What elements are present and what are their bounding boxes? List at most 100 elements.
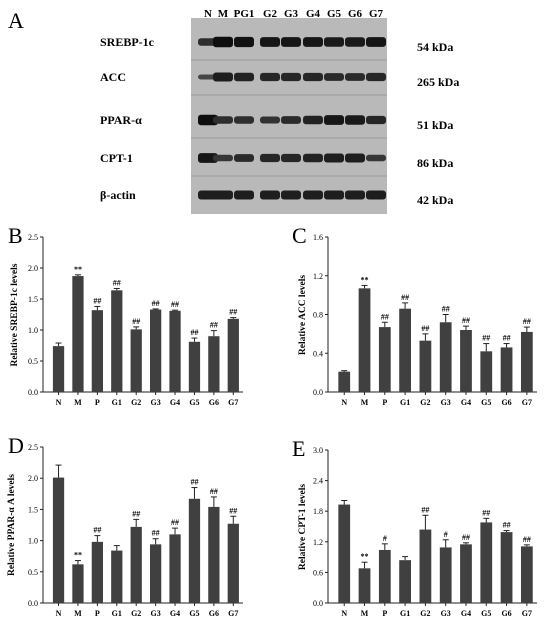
- bar: [378, 549, 391, 603]
- lane-label: M: [218, 8, 229, 20]
- y-tick-label: 1.6: [313, 233, 323, 242]
- bar: [460, 330, 472, 392]
- significance-label: **: [74, 551, 82, 560]
- blot-band: [345, 115, 365, 125]
- blot-band: [213, 72, 233, 82]
- panel-letter: E: [292, 436, 305, 461]
- x-tick-label: G6: [501, 609, 511, 617]
- x-tick-label: P: [95, 609, 100, 617]
- blot-band: [213, 116, 233, 124]
- bar: [500, 532, 513, 603]
- significance-label: ##: [210, 321, 218, 330]
- bar: [358, 288, 371, 392]
- significance-label: ##: [503, 521, 511, 530]
- x-tick-label: M: [361, 609, 369, 617]
- bar: [227, 318, 239, 392]
- blot-band: [281, 190, 301, 200]
- western-blot-panel: A N M PG1 G2 G3 G4 G5 G6 G7 SREBP-1c 54 kDa ACC 265…: [8, 8, 459, 214]
- significance-label: ##: [190, 328, 198, 337]
- significance-label: ##: [190, 478, 198, 487]
- bar: [500, 347, 513, 392]
- x-tick-label: G2: [131, 398, 141, 407]
- x-tick-label: G6: [501, 398, 511, 407]
- bar: [149, 544, 162, 603]
- blot-band: [213, 190, 233, 200]
- panel-letter: C: [292, 223, 307, 248]
- x-tick-label: G7: [522, 609, 532, 617]
- blot-row: ACC 265 kDa: [100, 70, 459, 96]
- blot-band: [303, 115, 323, 125]
- bar: [130, 526, 142, 603]
- y-axis-title: Relative ACC levels: [298, 275, 308, 356]
- significance-label: ##: [152, 529, 160, 538]
- blot-band: [234, 154, 254, 162]
- blot-row: CPT-1 86 kDa: [100, 151, 453, 177]
- blot-band: [366, 190, 386, 200]
- bar: [378, 327, 391, 392]
- significance-label: **: [74, 265, 82, 274]
- y-tick-label: 1.5: [28, 295, 38, 304]
- blot-row: SREBP-1c 54 kDa: [100, 35, 453, 61]
- blot-band: [234, 72, 254, 82]
- blot-row: β-actin 42 kDa: [100, 188, 453, 207]
- molecular-weight-label: 86 kDa: [417, 156, 453, 170]
- y-tick-label: 0.8: [313, 311, 323, 320]
- bar: [358, 568, 371, 603]
- bar: [91, 310, 103, 392]
- blot-band: [213, 154, 233, 162]
- x-tick-label: N: [56, 398, 62, 407]
- bar-charts: B 0.0 0.5 1.0 1.5 2.0 2.5 Relative SREBP-1c lev…: [7, 223, 537, 617]
- x-tick-label: G3: [441, 609, 451, 617]
- protein-label: ACC: [100, 70, 126, 84]
- bar: [419, 529, 432, 603]
- x-tick-label: G3: [151, 398, 161, 407]
- y-tick-label: 1.5: [28, 505, 38, 514]
- y-tick-label: 0.0: [313, 599, 323, 608]
- y-tick-label: 2.0: [28, 474, 38, 483]
- x-tick-label: P: [95, 398, 100, 407]
- y-tick-label: 1.0: [28, 537, 38, 546]
- blot-band: [345, 190, 365, 200]
- blot-band: [281, 153, 301, 163]
- significance-label: ##: [421, 324, 429, 333]
- significance-label: ##: [523, 535, 531, 544]
- y-axis-title: Relative CPT-1 levels: [298, 484, 308, 570]
- bar: [169, 310, 181, 392]
- bar: [480, 351, 493, 392]
- blot-rows: SREBP-1c 54 kDa ACC 265 kDa PPAR-α 51 kDa CPT-…: [100, 35, 459, 207]
- x-tick-label: G5: [189, 609, 199, 617]
- y-tick-label: 0.0: [28, 599, 38, 608]
- panel-letter-a: A: [8, 8, 24, 33]
- bar: [399, 560, 411, 603]
- panel-letter: B: [8, 223, 23, 248]
- x-tick-label: G1: [112, 609, 122, 617]
- x-tick-label: G5: [481, 398, 491, 407]
- bar: [149, 309, 162, 392]
- lane-label: G7: [369, 8, 384, 20]
- x-tick-label: G1: [112, 398, 122, 407]
- bar: [188, 498, 201, 603]
- y-tick-label: 2.5: [28, 233, 38, 242]
- y-tick-label: 3.0: [313, 446, 323, 455]
- blot-band: [260, 37, 280, 47]
- x-tick-label: M: [74, 609, 82, 617]
- bar: [419, 340, 432, 392]
- lane-label: PG1: [234, 8, 255, 20]
- bar: [460, 544, 472, 603]
- protein-label: SREBP-1c: [100, 35, 155, 49]
- molecular-weight-label: 51 kDa: [417, 118, 453, 132]
- bar: [208, 506, 220, 603]
- blot-band: [345, 37, 365, 47]
- x-tick-label: G3: [151, 609, 161, 617]
- molecular-weight-label: 42 kDa: [417, 193, 453, 207]
- blot-band: [324, 115, 344, 125]
- x-tick-label: N: [341, 609, 347, 617]
- blot-band: [234, 116, 254, 124]
- bar: [399, 308, 411, 392]
- x-tick-label: G1: [400, 398, 410, 407]
- bar: [72, 276, 84, 392]
- bar: [72, 564, 84, 603]
- bar: [520, 546, 533, 603]
- blot-band: [345, 153, 365, 163]
- x-tick-label: G4: [461, 609, 471, 617]
